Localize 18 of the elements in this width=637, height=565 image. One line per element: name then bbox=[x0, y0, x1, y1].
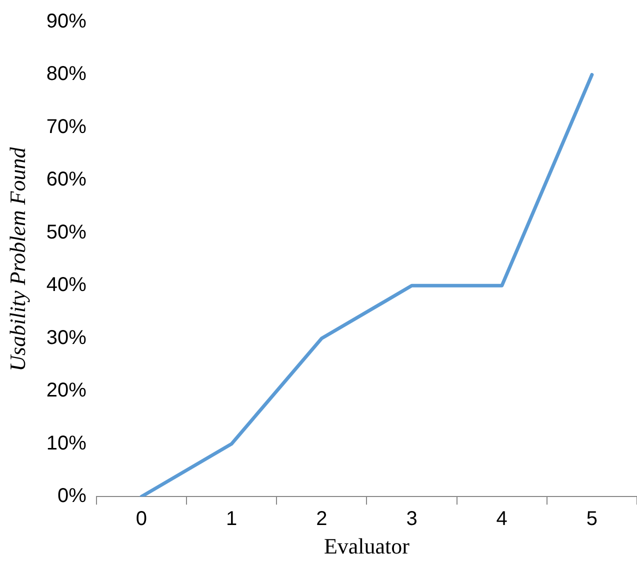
y-axis-title: Usability Problem Found bbox=[4, 146, 30, 372]
y-tick-label: 70% bbox=[46, 116, 87, 138]
y-tick-label: 80% bbox=[46, 63, 87, 86]
y-tick-label: 10% bbox=[46, 432, 87, 454]
y-tick-label: 20% bbox=[46, 380, 87, 402]
x-tick-label: 4 bbox=[496, 508, 508, 530]
y-tick-label: 30% bbox=[46, 326, 87, 349]
x-axis-title: Evaluator bbox=[324, 534, 410, 559]
y-tick-label: 0% bbox=[58, 485, 87, 508]
x-tick-label: 1 bbox=[226, 508, 238, 530]
x-tick-label: 5 bbox=[586, 508, 598, 530]
y-tick-label: 50% bbox=[46, 221, 87, 244]
x-tick-label: 3 bbox=[406, 508, 418, 530]
y-tick-label: 40% bbox=[46, 274, 87, 296]
x-tick-label: 2 bbox=[316, 508, 328, 530]
y-tick-label: 90% bbox=[46, 10, 87, 33]
y-tick-label: 60% bbox=[46, 168, 87, 191]
x-tick-label: 0 bbox=[136, 508, 148, 530]
